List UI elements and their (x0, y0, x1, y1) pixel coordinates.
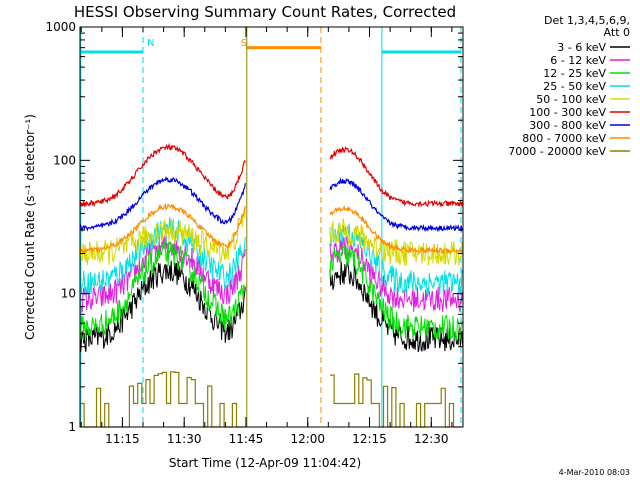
x-axis-label: Start Time (12-Apr-09 11:04:42) (169, 456, 361, 470)
marker-label-S: S (241, 38, 247, 49)
footer-timestamp: 4-Mar-2010 08:03 (559, 468, 630, 477)
legend-header-detectors: Det 1,3,4,5,6,9, (544, 14, 630, 27)
legend-label: 7000 - 20000 keV (508, 145, 606, 158)
series-line-50-100-kev (329, 218, 464, 266)
series-line-7000-20000-kev (330, 373, 462, 428)
series-line-6-12-kev (79, 234, 246, 313)
legend-label: 300 - 800 keV (529, 119, 606, 132)
legend-label: 6 - 12 keV (550, 54, 606, 67)
chart-title: HESSI Observing Summary Count Rates, Cor… (74, 3, 456, 21)
series-line-12-25-kev (79, 241, 246, 341)
y-axis-label: Corrected Count Rate (s⁻¹ detector⁻¹) (23, 114, 37, 340)
x-tick-label: 11:45 (229, 432, 264, 446)
series-line-300-800-kev (329, 177, 464, 233)
series-line-12-25-kev (329, 244, 463, 343)
series-line-6-12-kev (329, 236, 464, 313)
series-line-3-6-kev (329, 260, 464, 353)
series-line-50-100-kev (79, 205, 246, 266)
y-tick-label: 1000 (45, 20, 76, 34)
series-line-800-7000-kev (329, 204, 464, 255)
legend-label: 12 - 25 keV (543, 67, 606, 80)
x-tick-label: 11:15 (105, 432, 140, 446)
x-tick-label: 12:00 (290, 432, 325, 446)
legend-label: 100 - 300 keV (529, 106, 606, 119)
legend-label: 50 - 100 keV (536, 93, 606, 106)
marker-label-N: N (147, 38, 154, 49)
y-tick-label: 1 (68, 420, 76, 434)
y-tick-label: 10 (61, 287, 76, 301)
legend-label: 25 - 50 keV (543, 80, 606, 93)
series-line-7000-20000-kev (80, 371, 245, 428)
y-axis: 1 10 100 1000 (45, 20, 463, 434)
legend-header-attenuator: Att 0 (604, 26, 630, 39)
x-tick-label: 12:15 (352, 432, 387, 446)
x-axis: 11:15 11:30 11:45 12:00 12:15 12:30 (80, 27, 453, 446)
legend-label: 3 - 6 keV (557, 41, 606, 54)
series-line-100-300-kev (79, 142, 246, 208)
series-line-300-800-kev (79, 175, 246, 232)
series-line-800-7000-kev (79, 202, 246, 255)
x-tick-label: 11:30 (167, 432, 202, 446)
x-tick-label: 12:30 (414, 432, 449, 446)
plot-frame (79, 26, 464, 428)
legend-label: 800 - 7000 keV (522, 132, 606, 145)
series-line-25-50-kev (329, 223, 464, 296)
y-tick-label: 100 (53, 153, 76, 167)
series-line-100-300-kev (329, 146, 464, 208)
series-line-3-6-kev (79, 260, 246, 352)
